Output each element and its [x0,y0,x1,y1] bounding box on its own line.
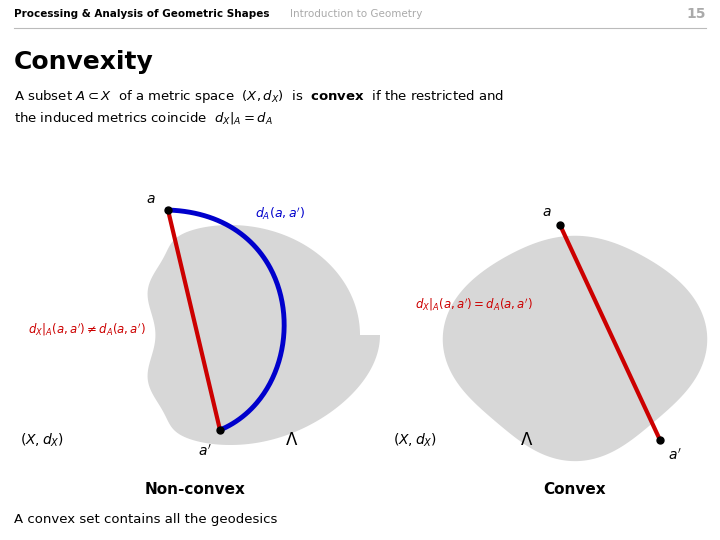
Text: $d_X|_A(a,a^\prime) \neq d_A(a,a^\prime)$: $d_X|_A(a,a^\prime) \neq d_A(a,a^\prime)… [28,322,146,338]
Text: $a'$: $a'$ [198,444,212,459]
Text: $a'$: $a'$ [668,448,682,463]
Polygon shape [148,225,380,445]
Polygon shape [443,236,707,461]
Text: Non-convex: Non-convex [145,483,246,497]
Text: A subset $A \subset X$  of a metric space  $(X,d_X)$  is  $\mathbf{convex}$  if : A subset $A \subset X$ of a metric space… [14,88,504,105]
Text: Convexity: Convexity [14,50,154,74]
Text: Convex: Convex [544,483,606,497]
Text: Processing & Analysis of Geometric Shapes: Processing & Analysis of Geometric Shape… [14,9,269,19]
Text: $d_X|_A(a,a^\prime) = d_A(a,a^\prime)$: $d_X|_A(a,a^\prime) = d_A(a,a^\prime)$ [415,297,533,313]
Text: A convex set contains all the geodesics: A convex set contains all the geodesics [14,514,277,526]
Text: $(X,d_X)$: $(X,d_X)$ [393,431,437,449]
Text: $\Lambda$: $\Lambda$ [285,431,298,449]
Text: $d_A(a,a^\prime)$: $d_A(a,a^\prime)$ [255,205,305,221]
Text: 15: 15 [686,7,706,21]
Text: $a$: $a$ [542,205,552,219]
Text: $\Lambda$: $\Lambda$ [520,431,534,449]
Text: the induced metrics coincide  $d_X|_A = d_A$: the induced metrics coincide $d_X|_A = d… [14,110,273,126]
Text: $a$: $a$ [146,192,156,206]
Text: $(X,d_X)$: $(X,d_X)$ [20,431,64,449]
Text: Introduction to Geometry: Introduction to Geometry [290,9,423,19]
